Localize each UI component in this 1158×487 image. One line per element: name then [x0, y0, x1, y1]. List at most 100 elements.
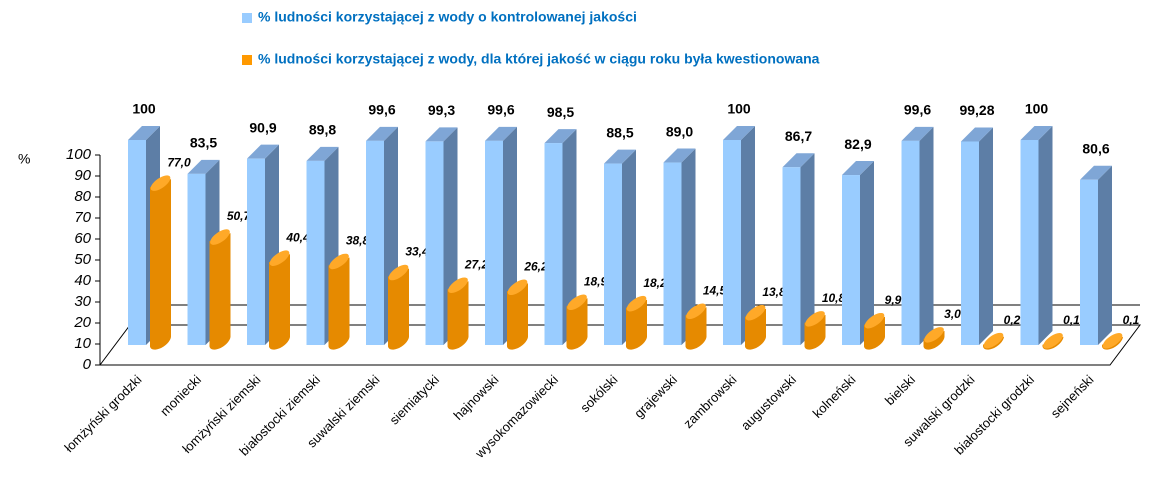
- x-tick-label: augustowski: [738, 372, 799, 433]
- y-tick-label: 50: [74, 251, 91, 268]
- bar: [387, 264, 409, 350]
- y-tick-label: 70: [74, 209, 91, 226]
- x-tick-label: sejneński: [1048, 372, 1097, 421]
- bar: [328, 253, 350, 350]
- bar-face: [604, 149, 636, 164]
- bar-face: [1038, 126, 1053, 345]
- value-label: 100: [1025, 101, 1049, 117]
- bar: [149, 175, 171, 350]
- y-tick-label: 30: [74, 293, 91, 310]
- bar-face: [269, 250, 290, 266]
- bar-face: [805, 311, 825, 327]
- bar-face: [1102, 333, 1123, 349]
- bar: [685, 303, 707, 350]
- bar-face: [268, 254, 290, 350]
- value-label: 82,9: [844, 136, 871, 152]
- value-label: 88,5: [606, 124, 633, 140]
- bar-face: [625, 299, 647, 350]
- legend-label: % ludności korzystającej z wody o kontro…: [258, 9, 637, 25]
- value-label: 99,3: [428, 102, 455, 118]
- bar: [209, 229, 231, 350]
- bar-face: [366, 126, 398, 141]
- bar: [782, 153, 815, 345]
- y-tick-label: 100: [66, 146, 92, 163]
- bar-face: [1020, 126, 1053, 140]
- value-label: 89,8: [309, 122, 336, 138]
- bar-face: [187, 173, 206, 345]
- bar: [663, 148, 696, 345]
- bar-face: [901, 126, 934, 141]
- value-label: 98,5: [547, 104, 574, 120]
- y-tick-label: 90: [74, 167, 91, 184]
- bar: [604, 149, 636, 345]
- value-label: 50,7: [227, 209, 252, 223]
- bar: [982, 332, 1004, 350]
- value-label: 18,2: [643, 276, 667, 290]
- bar-face: [961, 141, 979, 345]
- bar: [1020, 126, 1053, 345]
- bar-face: [485, 140, 503, 345]
- bar: [723, 126, 755, 345]
- bar-face: [425, 141, 444, 345]
- bar-face: [1043, 333, 1063, 349]
- bar-face: [1080, 165, 1112, 180]
- bar-face: [544, 129, 577, 144]
- legend-swatch: [242, 13, 252, 23]
- bar-face: [247, 158, 265, 345]
- value-label: 33,4: [405, 245, 429, 259]
- bar-face: [306, 146, 339, 161]
- bar-face: [864, 312, 885, 329]
- bar-face: [745, 304, 766, 321]
- bar-face: [983, 332, 1004, 349]
- bar-face: [387, 268, 409, 350]
- bar-face: [566, 298, 588, 350]
- bar-face: [979, 127, 993, 345]
- bar-face: [306, 160, 325, 345]
- bar-face: [723, 140, 741, 345]
- value-label: 99,6: [368, 102, 395, 118]
- x-tick-label: hajnowski: [451, 372, 502, 423]
- bar-face: [842, 161, 874, 176]
- bar-face: [626, 295, 647, 312]
- value-label: 40,4: [285, 230, 310, 244]
- bar: [1080, 165, 1112, 345]
- bar: [268, 250, 290, 350]
- bar-face: [1098, 165, 1112, 345]
- bar-face: [1080, 179, 1098, 345]
- y-tick-label: 10: [74, 335, 91, 352]
- x-tick-label: zambrowski: [680, 372, 739, 431]
- bar-face: [782, 167, 801, 345]
- bar-face: [506, 283, 528, 350]
- y-axis-label: %: [18, 151, 30, 167]
- bar-face: [247, 144, 279, 159]
- bar: [961, 127, 993, 345]
- bar-face: [924, 327, 944, 343]
- bar-face: [507, 279, 528, 296]
- x-tick-label: grajewski: [631, 372, 680, 421]
- bar-face: [128, 140, 146, 345]
- bar-face: [425, 127, 458, 142]
- bar-face: [686, 303, 706, 320]
- value-label: 38,8: [346, 234, 370, 248]
- value-label: 83,5: [190, 135, 217, 151]
- value-label: 27,2: [464, 257, 489, 271]
- bar: [863, 312, 885, 350]
- value-label: 99,28: [959, 102, 994, 118]
- bar-face: [388, 264, 409, 281]
- bar-face: [1020, 140, 1039, 345]
- x-tick-label: kolneński: [810, 372, 859, 421]
- bar: [1042, 333, 1064, 350]
- bar-face: [562, 129, 577, 345]
- bar-face: [961, 127, 993, 142]
- bar: [744, 304, 766, 350]
- legend-label: % ludności korzystającej z wody, dla któ…: [258, 51, 820, 67]
- bar-face: [842, 175, 860, 345]
- bar: [1101, 333, 1123, 350]
- value-label: 3,0: [944, 307, 961, 321]
- value-label: 9,9: [885, 293, 902, 307]
- bar-face: [187, 159, 220, 174]
- bar-face: [448, 277, 468, 294]
- legend-swatch: [242, 55, 252, 65]
- bar: [901, 126, 934, 345]
